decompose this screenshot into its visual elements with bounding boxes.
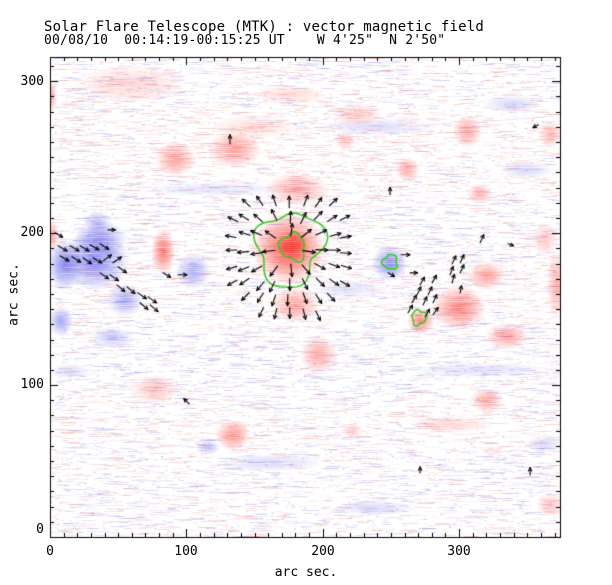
y-tick-label-100: 100	[20, 377, 44, 392]
y-tick-label-300: 300	[20, 74, 44, 89]
x-tick-label-300: 300	[447, 544, 471, 559]
x-axis-label: arc sec.	[274, 565, 338, 580]
y-tick-label-200: 200	[20, 225, 44, 240]
x-tick-label-0: 0	[46, 544, 54, 559]
y-tick-label-0: 0	[36, 522, 44, 537]
x-tick-label-100: 100	[174, 544, 198, 559]
x-tick-label-200: 200	[311, 544, 335, 559]
plot-subtitle: 00/08/10 00:14:19-00:15:25 UT W 4'25" N …	[44, 33, 446, 48]
plot-title: Solar Flare Telescope (MTK) : vector mag…	[44, 19, 485, 35]
y-axis-label: arc sec.	[6, 263, 22, 326]
